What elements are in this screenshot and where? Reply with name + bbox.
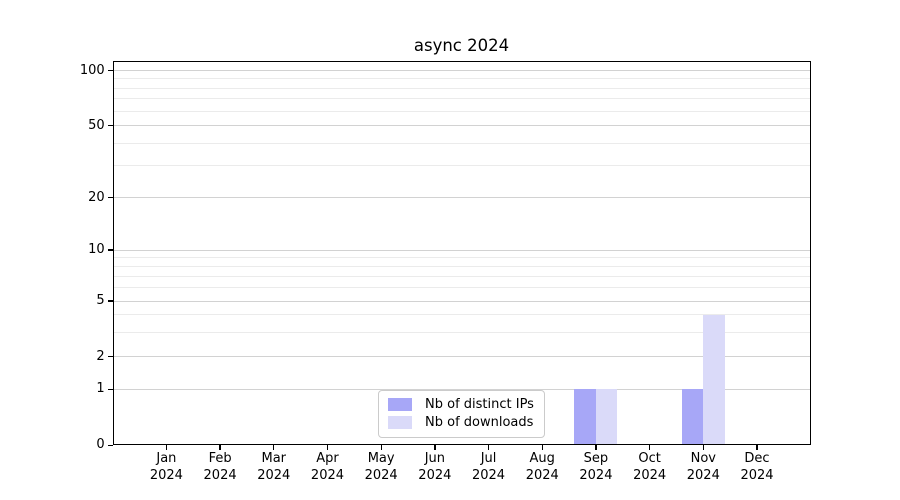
minor-gridline bbox=[113, 78, 810, 80]
x-tick-month: Jan bbox=[156, 451, 177, 466]
y-axis-tick bbox=[107, 388, 113, 390]
minor-gridline bbox=[113, 265, 810, 267]
x-axis-tick-label: Mar 2024 bbox=[229, 451, 319, 484]
y-axis-tick-label: 10 bbox=[88, 242, 105, 257]
x-tick-year: 2024 bbox=[257, 467, 291, 483]
minor-gridline bbox=[113, 142, 810, 144]
x-tick-month: Apr bbox=[316, 451, 339, 466]
y-axis-tick bbox=[107, 69, 113, 72]
x-tick-year: 2024 bbox=[471, 467, 506, 483]
x-axis-tick-label: Jul 2024 bbox=[444, 451, 534, 484]
x-tick-year: 2024 bbox=[203, 467, 237, 483]
major-gridline bbox=[113, 249, 810, 251]
legend-item-distinct-ips: Nb of distinct IPs bbox=[388, 396, 535, 412]
y-axis-tick-label: 0 bbox=[96, 437, 105, 453]
major-gridline bbox=[113, 388, 810, 390]
x-axis-tick bbox=[219, 445, 221, 450]
x-tick-year: 2024 bbox=[418, 467, 452, 483]
x-axis-tick-label: Feb 2024 bbox=[175, 451, 265, 484]
minor-gridline bbox=[113, 110, 810, 112]
major-gridline bbox=[113, 70, 810, 71]
minor-gridline bbox=[113, 331, 810, 333]
x-axis-tick-label: Jun 2024 bbox=[390, 451, 480, 484]
y-axis-tick bbox=[107, 300, 113, 302]
x-axis-tick bbox=[273, 445, 275, 450]
x-axis-tick-label: Sep 2024 bbox=[551, 451, 641, 484]
x-tick-month: Dec bbox=[744, 451, 770, 466]
x-tick-month: Sep bbox=[583, 451, 609, 466]
x-tick-year: 2024 bbox=[364, 467, 398, 483]
legend: Nb of distinct IPs Nb of downloads bbox=[378, 390, 545, 438]
chart-title: async 2024 bbox=[413, 36, 510, 55]
x-axis-tick bbox=[595, 445, 597, 450]
x-axis-tick bbox=[165, 445, 168, 450]
bar-distinct-ips bbox=[574, 389, 596, 446]
x-axis-tick-label: Jan 2024 bbox=[121, 451, 211, 484]
legend-label-distinct-ips: Nb of distinct IPs bbox=[425, 396, 534, 412]
x-tick-month: Aug bbox=[529, 451, 555, 466]
x-axis-tick bbox=[648, 445, 651, 450]
minor-gridline bbox=[113, 165, 810, 167]
x-axis-tick-label: Dec 2024 bbox=[712, 451, 802, 484]
minor-gridline bbox=[113, 287, 810, 289]
x-tick-month: Feb bbox=[208, 451, 232, 466]
y-axis-tick-label: 50 bbox=[88, 117, 105, 133]
minor-gridline bbox=[113, 98, 810, 100]
y-axis-tick-label: 100 bbox=[79, 62, 105, 78]
x-tick-month: Oct bbox=[638, 451, 661, 466]
x-axis-tick bbox=[756, 445, 758, 450]
x-axis-tick bbox=[541, 445, 543, 450]
x-tick-month: Mar bbox=[261, 451, 287, 466]
x-axis-tick-label: Nov 2024 bbox=[658, 451, 748, 484]
major-gridline bbox=[113, 356, 810, 358]
x-axis-tick bbox=[326, 445, 329, 450]
legend-label-downloads: Nb of downloads bbox=[425, 414, 534, 430]
x-tick-month: Nov bbox=[690, 451, 716, 466]
x-axis-tick bbox=[434, 445, 436, 450]
x-tick-month: Jun bbox=[424, 451, 445, 466]
legend-item-downloads: Nb of downloads bbox=[388, 414, 535, 430]
minor-gridline bbox=[113, 87, 810, 89]
y-axis-tick-label: 20 bbox=[88, 189, 105, 205]
x-axis-tick-label: Oct 2024 bbox=[605, 451, 695, 484]
x-tick-year: 2024 bbox=[579, 467, 613, 483]
legend-swatch-downloads bbox=[388, 415, 412, 429]
minor-gridline bbox=[113, 257, 810, 259]
x-tick-month: Jul bbox=[480, 451, 497, 466]
x-tick-year: 2024 bbox=[686, 467, 720, 483]
y-axis-tick-label: 1 bbox=[96, 381, 105, 397]
x-axis-tick-label: Aug 2024 bbox=[497, 451, 587, 484]
x-tick-year: 2024 bbox=[525, 467, 559, 483]
x-tick-month: May bbox=[367, 451, 395, 466]
y-axis-tick bbox=[107, 356, 113, 358]
x-axis-tick bbox=[702, 445, 704, 450]
x-tick-year: 2024 bbox=[310, 467, 345, 483]
minor-gridline bbox=[113, 314, 810, 316]
minor-gridline bbox=[113, 275, 810, 277]
x-axis-tick bbox=[380, 445, 382, 450]
x-tick-year: 2024 bbox=[149, 467, 183, 483]
x-tick-year: 2024 bbox=[740, 467, 774, 483]
y-axis-tick bbox=[107, 444, 113, 446]
y-axis-tick bbox=[107, 196, 113, 199]
major-gridline bbox=[113, 125, 810, 126]
y-axis-tick bbox=[107, 249, 113, 251]
y-axis-tick bbox=[107, 124, 113, 127]
bar-downloads bbox=[703, 314, 725, 446]
bar-distinct-ips bbox=[681, 389, 704, 446]
x-axis-tick-label: Apr 2024 bbox=[282, 451, 372, 484]
x-axis-tick bbox=[487, 445, 490, 450]
major-gridline bbox=[113, 300, 810, 302]
x-tick-year: 2024 bbox=[633, 467, 667, 483]
bar-downloads bbox=[595, 389, 618, 446]
y-axis-tick-label: 2 bbox=[96, 348, 105, 364]
legend-swatch-distinct-ips bbox=[388, 397, 412, 411]
major-gridline bbox=[113, 197, 810, 198]
y-axis-tick-label: 5 bbox=[96, 293, 105, 308]
x-axis-tick-label: May 2024 bbox=[336, 451, 426, 484]
